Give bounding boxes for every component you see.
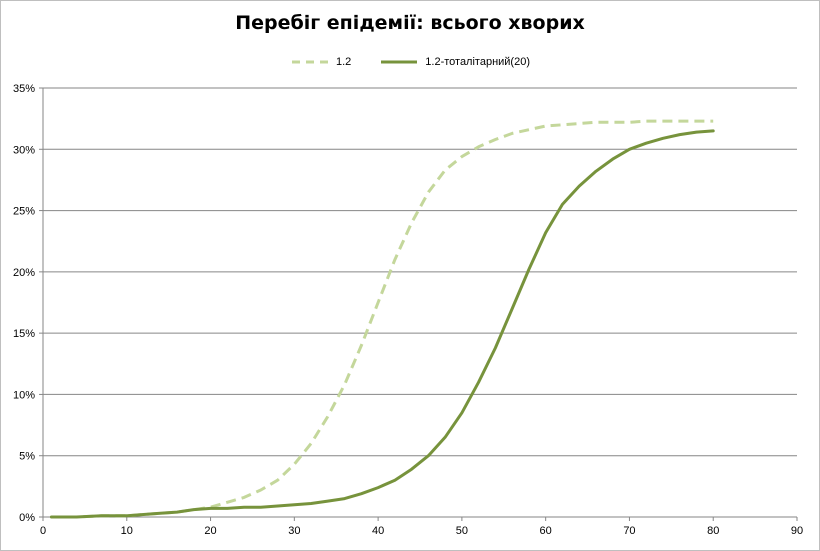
y-tick-label: 20% — [13, 267, 35, 279]
x-tick-label: 20 — [204, 525, 216, 537]
legend-label-series-1: 1.2 — [335, 56, 352, 68]
y-tick-label: 15% — [13, 328, 35, 340]
series-line-2 — [49, 129, 715, 519]
legend-swatch-series-2 — [381, 60, 418, 64]
x-tick-label: 60 — [540, 525, 552, 537]
legend-label-series-2: 1.2-тоталітарний(20) — [425, 56, 530, 68]
chart-title: Перебіг епідемії: всього хворих — [235, 12, 585, 34]
x-tick-label: 30 — [288, 525, 300, 537]
x-tick-label: 40 — [372, 525, 384, 537]
legend-item-series-2: 1.2-тоталітарний(20) — [379, 56, 530, 68]
legend: 1.2 1.2-тоталітарний(20) — [0, 54, 820, 70]
x-tick-label: 70 — [623, 525, 635, 537]
y-tick-label: 25% — [13, 206, 35, 218]
x-tick-label: 90 — [791, 525, 803, 537]
legend-swatch-series-1 — [291, 60, 328, 64]
x-tick-label: 80 — [707, 525, 719, 537]
series-line-1 — [51, 119, 714, 519]
x-tick-label: 10 — [121, 525, 133, 537]
x-tick-label: 0 — [40, 525, 46, 537]
y-tick-label: 10% — [13, 389, 35, 401]
y-tick-label: 5% — [19, 451, 35, 463]
y-tick-label: 30% — [13, 144, 35, 156]
x-tick-label: 50 — [456, 525, 468, 537]
y-tick-label: 35% — [13, 83, 35, 95]
legend-item-series-1: 1.2 — [290, 56, 351, 68]
y-tick-label: 0% — [19, 512, 35, 524]
